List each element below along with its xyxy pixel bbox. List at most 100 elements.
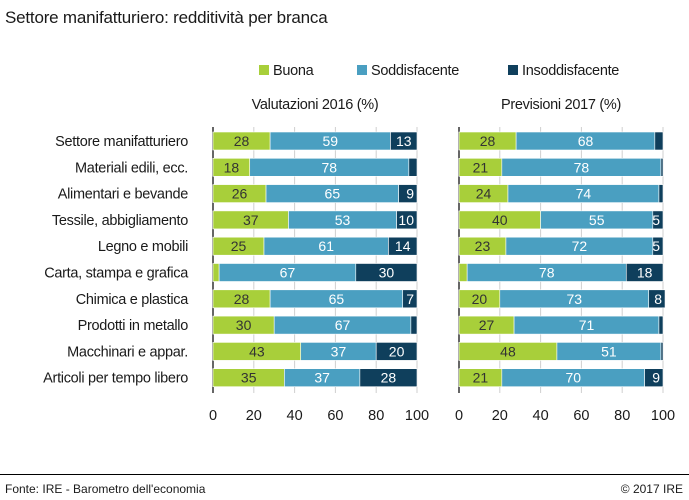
data-label: 78 (539, 265, 555, 281)
bar-segment (408, 158, 418, 177)
tick-label: 40 (533, 408, 549, 424)
category-label: Materiali edili, ecc. (75, 160, 188, 176)
legend-label-2: Insoddisfacente (522, 63, 619, 79)
footer-divider (0, 474, 689, 475)
data-label: 59 (323, 133, 339, 149)
tick-label: 100 (651, 408, 675, 424)
panel-title: Valutazioni 2016 (%) (252, 97, 379, 113)
data-label: 67 (280, 265, 296, 281)
legend-swatch-2 (508, 65, 518, 75)
data-label: 27 (479, 317, 495, 333)
category-label: Carta, stampa e grafica (44, 266, 189, 282)
tick-label: 80 (368, 408, 384, 424)
bar-segment (390, 131, 418, 151)
bar-segment (396, 210, 418, 230)
copyright-note: © 2017 IRE (620, 482, 683, 496)
bar-segment (654, 131, 664, 151)
bar-segment (375, 342, 418, 361)
bar-segment (660, 342, 664, 361)
panel-title: Previsioni 2017 (%) (501, 97, 621, 113)
data-label: 28 (381, 370, 397, 386)
data-label: 18 (637, 265, 653, 281)
data-label: 30 (379, 265, 395, 281)
category-label: Settore manifatturiero (55, 134, 188, 150)
data-label: 7 (406, 291, 414, 307)
bar-segment (625, 263, 664, 282)
data-label: 48 (500, 343, 516, 359)
category-label: Articoli per tempo libero (43, 371, 188, 387)
data-label: 10 (398, 212, 414, 228)
tick-label: 60 (327, 408, 343, 424)
bar-segment (355, 263, 418, 282)
legend-label-1: Soddisfacente (371, 63, 459, 79)
data-label: 5 (652, 238, 660, 254)
chart-title: Settore manifatturiero: redditività per … (5, 8, 328, 27)
legend-label-0: Buona (273, 63, 315, 79)
tick-label: 0 (455, 408, 463, 424)
data-label: 73 (566, 291, 582, 307)
bar-segment (658, 315, 664, 335)
source-note: Fonte: IRE - Barometro dell'economia (5, 482, 206, 496)
legend-swatch-0 (259, 65, 269, 75)
data-label: 40 (492, 212, 508, 228)
data-label: 72 (572, 238, 588, 254)
data-label: 8 (654, 291, 662, 307)
data-label: 37 (331, 343, 347, 359)
bar-segment (658, 184, 664, 203)
data-label: 21 (473, 159, 489, 175)
category-label: Chimica e plastica (76, 292, 189, 308)
bar-segment (410, 315, 418, 335)
data-label: 18 (224, 159, 240, 175)
bar-segment (388, 236, 418, 256)
chart-canvas: Buona Soddisfacente Insoddisfacente Settore… (43, 63, 675, 424)
legend-swatch-1 (357, 65, 367, 75)
data-label: 13 (396, 133, 412, 149)
category-label: Alimentari e bevande (58, 187, 188, 203)
data-label: 14 (395, 238, 411, 254)
data-label: 26 (232, 186, 248, 202)
data-label: 55 (589, 212, 605, 228)
tick-label: 20 (492, 408, 508, 424)
data-label: 70 (565, 370, 581, 386)
data-label: 9 (652, 370, 660, 386)
bar-segment (652, 210, 664, 230)
data-label: 23 (475, 238, 491, 254)
data-label: 21 (473, 370, 489, 386)
bar-segment (458, 263, 468, 282)
data-label: 9 (406, 186, 414, 202)
data-label: 68 (578, 133, 594, 149)
category-label: Prodotti in metallo (78, 318, 189, 334)
data-label: 53 (335, 212, 351, 228)
data-label: 65 (325, 186, 341, 202)
bar-segment (402, 289, 418, 309)
bar-segment (648, 289, 666, 309)
bar-segment (660, 158, 664, 177)
data-label: 25 (231, 238, 247, 254)
data-label: 20 (389, 343, 405, 359)
data-label: 65 (329, 291, 345, 307)
bar-segment (398, 184, 418, 203)
tick-label: 20 (246, 408, 262, 424)
data-label: 43 (249, 343, 265, 359)
data-label: 67 (335, 317, 351, 333)
data-label: 5 (652, 212, 660, 228)
data-label: 37 (243, 212, 259, 228)
data-label: 28 (480, 133, 496, 149)
tick-label: 100 (405, 408, 429, 424)
data-label: 78 (321, 159, 337, 175)
data-label: 35 (241, 370, 257, 386)
bar-segment (359, 368, 418, 388)
data-label: 28 (234, 291, 250, 307)
category-label: Macchinari e appar. (67, 344, 188, 360)
bar-segment (644, 368, 664, 388)
category-label: Tessile, abbigliamento (52, 213, 188, 229)
tick-label: 60 (573, 408, 589, 424)
tick-label: 80 (614, 408, 630, 424)
data-label: 20 (472, 291, 488, 307)
data-label: 30 (236, 317, 252, 333)
data-label: 61 (318, 238, 334, 254)
data-label: 51 (601, 343, 617, 359)
data-label: 28 (234, 133, 250, 149)
bar-segment (652, 236, 664, 256)
data-label: 71 (579, 317, 595, 333)
